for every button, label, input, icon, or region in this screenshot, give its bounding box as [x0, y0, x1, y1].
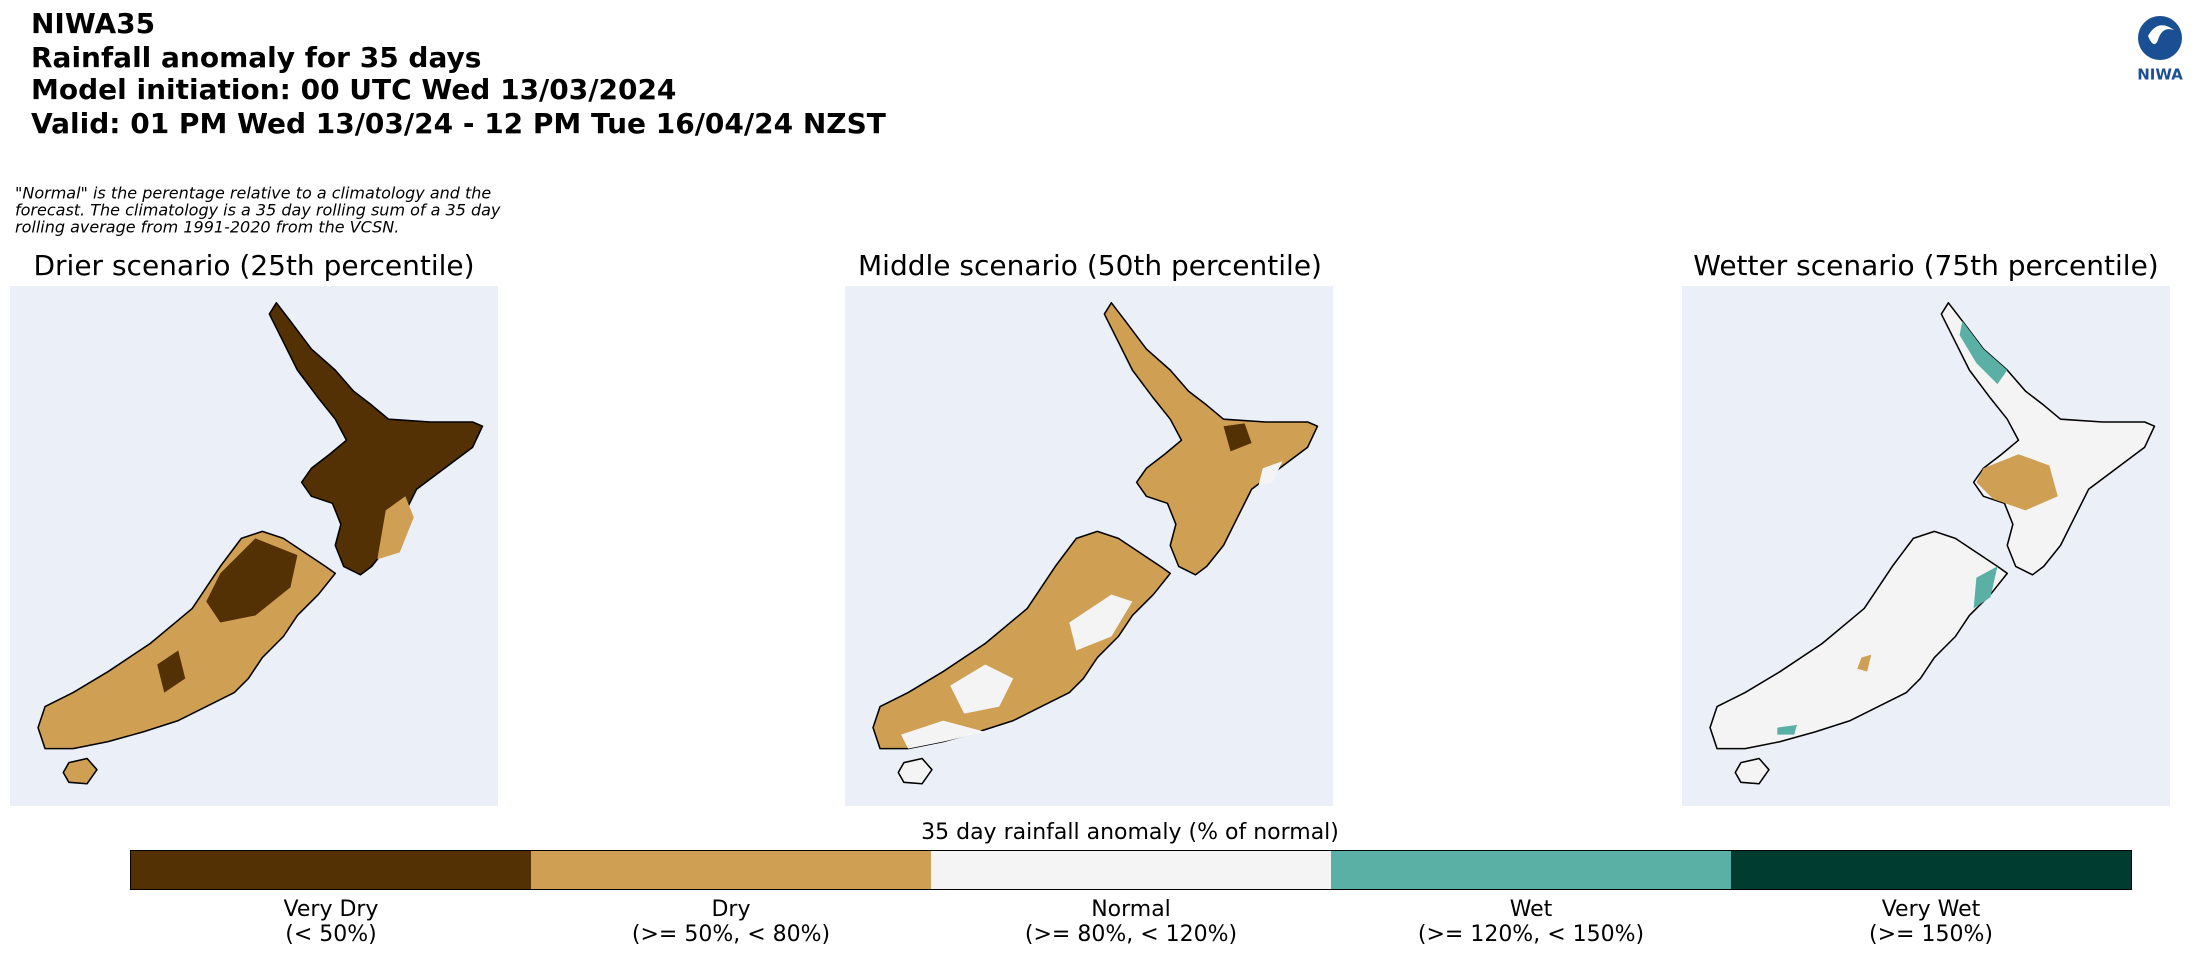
legend-range: (>= 120%, < 150%) — [1418, 922, 1644, 947]
region — [1976, 454, 2058, 511]
legend: Very Dry(< 50%)Dry(>= 50%, < 80%)Normal(… — [131, 851, 2131, 947]
legend-swatch — [131, 851, 531, 889]
legend-swatch — [1731, 851, 2131, 889]
region — [1069, 594, 1133, 651]
header-line: Model initiation: 00 UTC Wed 13/03/2024 — [31, 73, 676, 106]
region — [377, 496, 414, 560]
legend-frame — [130, 850, 2132, 890]
region — [1973, 566, 1998, 609]
map — [872, 302, 1319, 785]
map — [1709, 302, 2156, 785]
region — [206, 538, 298, 623]
legend-label: Very Wet — [1882, 897, 1981, 922]
logo-mark — [2138, 16, 2182, 60]
legend-swatch — [531, 851, 931, 889]
legend-range: (< 50%) — [285, 922, 377, 947]
legend-range: (>= 50%, < 80%) — [632, 922, 830, 947]
legend-range: (>= 150%) — [1869, 922, 1993, 947]
panel-title: Wetter scenario (75th percentile) — [1693, 249, 2158, 282]
header-line: NIWA35 — [31, 7, 155, 40]
legend-label: Wet — [1510, 897, 1553, 922]
legend-title: 35 day rainfall anomaly (% of normal) — [921, 820, 1339, 845]
region — [950, 664, 1014, 714]
legend-swatch — [931, 851, 1331, 889]
legend-label: Dry — [711, 897, 750, 922]
logo: NIWA — [2137, 16, 2183, 84]
panel-title: Drier scenario (25th percentile) — [33, 249, 474, 282]
region — [157, 650, 186, 693]
legend-label: Normal — [1091, 897, 1171, 922]
region — [1959, 321, 2008, 385]
note: "Normal" is the perentage relative to a … — [15, 184, 501, 237]
header: NIWA35 Rainfall anomaly for 35 days Mode… — [31, 7, 886, 140]
legend-label: Very Dry — [284, 897, 379, 922]
map — [37, 302, 484, 785]
note-line: rolling average from 1991-2020 from the … — [15, 218, 399, 237]
region — [1857, 654, 1872, 672]
note-line: "Normal" is the perentage relative to a … — [15, 184, 491, 203]
logo-text: NIWA — [2137, 66, 2183, 84]
logo-swirl — [2148, 25, 2174, 45]
legend-range: (>= 80%, < 120%) — [1025, 922, 1237, 947]
region — [1223, 423, 1252, 452]
note-line: forecast. The climatology is a 35 day ro… — [15, 201, 501, 220]
region — [1258, 461, 1283, 486]
panel-title: Middle scenario (50th percentile) — [858, 249, 1322, 282]
header-line: Rainfall anomaly for 35 days — [31, 41, 481, 74]
header-line: Valid: 01 PM Wed 13/03/24 - 12 PM Tue 16… — [31, 107, 886, 140]
legend-swatch — [1331, 851, 1731, 889]
region — [1777, 724, 1797, 735]
